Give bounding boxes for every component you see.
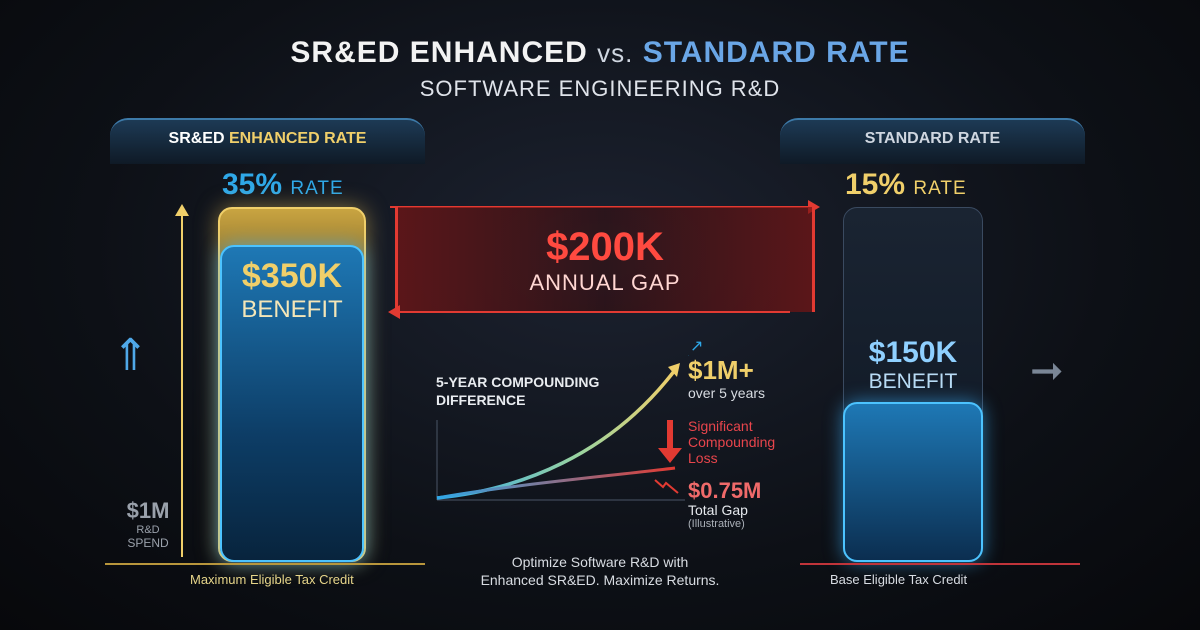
title-part1: SR&ED ENHANCED (290, 36, 588, 69)
enhanced-header: SR&ED ENHANCED RATE (110, 118, 425, 164)
standard-footer: Base Eligible Tax Credit (830, 572, 968, 587)
loss-1: Significant (688, 418, 753, 434)
page-subtitle: SOFTWARE ENGINEERING R&D (419, 76, 781, 101)
arrow-left-icon (388, 305, 400, 319)
enhanced-benefit-value: $350K (241, 257, 343, 295)
spend-label-2: SPEND (127, 536, 169, 550)
total-gap-note: (Illustrative) (688, 518, 745, 530)
compounding-chart (436, 355, 689, 501)
standard-header: STANDARD RATE (780, 118, 1085, 164)
compounding-title: 5-YEAR COMPOUNDING DIFFERENCE (436, 373, 599, 409)
growth-axis-arrow (181, 212, 183, 557)
rd-spend: $1M R&D SPEND (118, 498, 178, 550)
loss-3: Loss (688, 450, 718, 466)
standard-growth-curve (436, 466, 676, 500)
curve-arrowhead-icon (668, 363, 680, 377)
loss-arrow-shaft (667, 420, 673, 450)
loss-2: Compounding (688, 434, 776, 450)
standard-benefit-label: BENEFIT (868, 370, 958, 393)
arrow-up-icon (175, 204, 189, 216)
trend-up-icon: ↗ (690, 338, 704, 355)
page-title: SR&ED ENHANCED vs. STANDARD RATE (0, 36, 1200, 70)
tagline-2: Enhanced SR&ED. Maximize Returns. (480, 572, 720, 588)
enhanced-benefit-label: BENEFIT (241, 296, 343, 323)
compounding-title-1: 5-YEAR COMPOUNDING (436, 374, 600, 390)
enhanced-footer: Maximum Eligible Tax Credit (190, 572, 354, 587)
rising-arrows-icon: ⇑ (112, 331, 149, 380)
arrow-right-icon: ➞ (1030, 349, 1064, 393)
enhanced-bar: $350K BENEFIT (220, 245, 364, 562)
standard-bar (843, 402, 983, 562)
tagline-1: Optimize Software R&D with (511, 554, 689, 570)
enhanced-rate-label: RATE (290, 178, 344, 199)
trend-down-icon (654, 479, 679, 494)
arrow-down-icon (658, 448, 682, 463)
annual-gap-box: $200K ANNUAL GAP (395, 207, 815, 312)
standard-rate: 15% RATE (845, 168, 967, 202)
enhanced-growth-curve (436, 368, 677, 500)
standard-benefit-value: $150K (868, 336, 958, 369)
enhanced-rate: 35% RATE (222, 168, 344, 202)
enhanced-baseline (105, 563, 425, 565)
title-vs: vs. (597, 38, 634, 68)
enhanced-header-white: SR&ED (168, 130, 225, 147)
top-value: $1M+ (688, 355, 754, 385)
loss-label: Significant Compounding Loss (688, 418, 775, 466)
enhanced-rate-value: 35% (222, 168, 283, 201)
gap-label: ANNUAL GAP (529, 270, 681, 295)
compounding-title-2: DIFFERENCE (436, 392, 526, 408)
top-label: over 5 years (688, 385, 766, 401)
spend-label-1: R&D (136, 524, 160, 536)
tagline: Optimize Software R&D with Enhanced SR&ED… (440, 553, 760, 589)
spend-value: $1M (126, 498, 170, 523)
standard-baseline (800, 563, 1080, 565)
standard-rate-label: RATE (913, 178, 967, 199)
total-gap-label: Total Gap (688, 502, 748, 518)
gap-arrow-left (400, 311, 790, 313)
title-part3: STANDARD RATE (642, 36, 910, 69)
gap-value: $200K (546, 225, 664, 269)
standard-rate-value: 15% (845, 168, 906, 201)
total-gap-value: $0.75M (688, 478, 762, 503)
enhanced-header-gold: ENHANCED RATE (228, 130, 367, 147)
